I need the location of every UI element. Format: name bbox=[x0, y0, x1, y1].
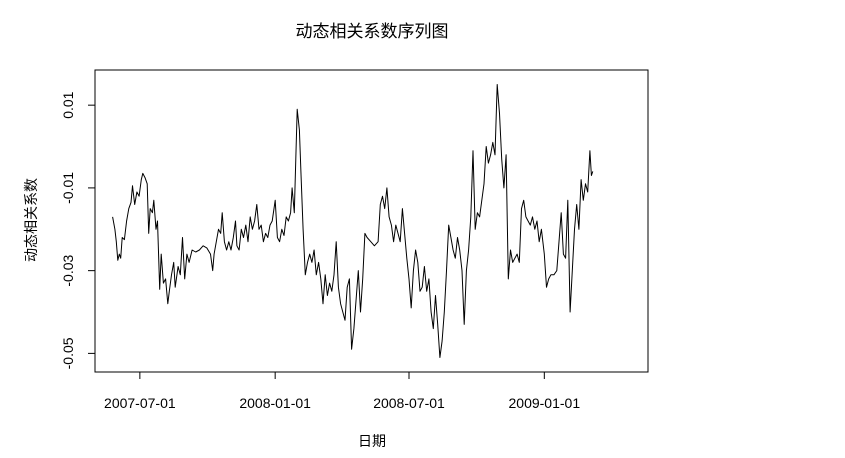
y-axis: -0.05 -0.03 -0.01 0.01 bbox=[60, 91, 96, 369]
x-axis-label: 日期 bbox=[358, 434, 386, 450]
x-tick-label: 2007-07-01 bbox=[104, 395, 176, 411]
y-tick-label: 0.01 bbox=[60, 91, 76, 118]
x-tick-label: 2008-07-01 bbox=[373, 395, 445, 411]
x-tick-label: 2008-01-01 bbox=[239, 395, 311, 411]
y-axis-label: 动态相关系数 bbox=[24, 178, 40, 262]
series-line bbox=[112, 84, 594, 358]
x-axis: 2007-07-01 2008-01-01 2008-07-01 2009-01-01 bbox=[104, 371, 581, 411]
x-tick-label: 2009-01-01 bbox=[509, 395, 581, 411]
y-tick-label: -0.03 bbox=[60, 254, 76, 286]
plot-frame bbox=[94, 69, 649, 373]
chart-title: 动态相关系数序列图 bbox=[296, 22, 449, 42]
y-tick-label: -0.01 bbox=[60, 172, 76, 204]
y-tick-label: -0.05 bbox=[60, 337, 76, 369]
